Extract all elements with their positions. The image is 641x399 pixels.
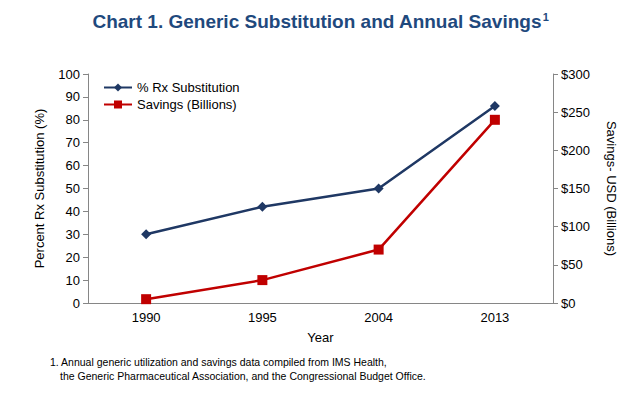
svg-text:Savings- USD (Billions): Savings- USD (Billions): [604, 121, 619, 256]
svg-text:0: 0: [73, 296, 80, 311]
svg-text:$250: $250: [561, 105, 590, 120]
svg-text:10: 10: [66, 273, 80, 288]
svg-text:$0: $0: [561, 296, 575, 311]
svg-text:1. Annual generic utilization: 1. Annual generic utilization and saving…: [50, 356, 387, 368]
svg-text:70: 70: [66, 135, 80, 150]
svg-text:$50: $50: [561, 257, 583, 272]
svg-text:2013: 2013: [480, 310, 509, 325]
svg-text:$200: $200: [561, 143, 590, 158]
svg-text:80: 80: [66, 112, 80, 127]
svg-text:Year: Year: [307, 330, 334, 345]
svg-text:60: 60: [66, 158, 80, 173]
svg-text:$300: $300: [561, 67, 590, 82]
svg-text:Percent Rx Substitution (%): Percent Rx Substitution (%): [32, 109, 47, 269]
svg-text:the Generic Pharmaceutical Ass: the Generic Pharmaceutical Association, …: [60, 370, 426, 382]
svg-text:40: 40: [66, 204, 80, 219]
svg-text:Savings (Billions): Savings (Billions): [137, 97, 237, 112]
svg-text:$150: $150: [561, 181, 590, 196]
svg-text:1995: 1995: [248, 310, 277, 325]
svg-text:1990: 1990: [132, 310, 161, 325]
svg-text:100: 100: [58, 67, 80, 82]
svg-text:$100: $100: [561, 219, 590, 234]
svg-text:Chart 1. Generic Substitution: Chart 1. Generic Substitution and Annual…: [92, 11, 541, 32]
svg-text:20: 20: [66, 250, 80, 265]
svg-text:50: 50: [66, 181, 80, 196]
svg-text:2004: 2004: [364, 310, 393, 325]
svg-text:90: 90: [66, 89, 80, 104]
svg-text:30: 30: [66, 227, 80, 242]
svg-text:1: 1: [543, 11, 549, 23]
svg-text:% Rx Substitution: % Rx Substitution: [137, 80, 240, 95]
